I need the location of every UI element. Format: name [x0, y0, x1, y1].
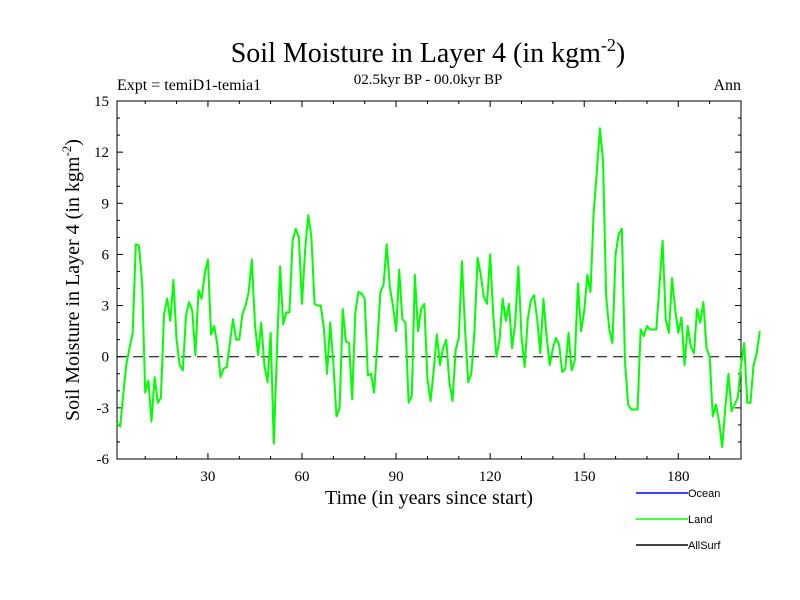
- chart-subtitle: 02.5kyr BP - 00.0kyr BP: [354, 72, 503, 88]
- x-axis: 30 60 90 120 150 180: [144, 101, 711, 485]
- chart-title: Soil Moisture in Layer 4 (in kgm-2): [231, 35, 626, 69]
- y-tick-label: 3: [102, 299, 110, 315]
- legend: Ocean Land AllSurf: [636, 488, 721, 552]
- x-tick-label: 150: [573, 469, 596, 485]
- y-tick-label: 9: [102, 196, 110, 212]
- legend-label-allsurf: AllSurf: [688, 540, 721, 552]
- y-axis-label: Soil Moisture in Layer 4 (in kgm-2): [59, 139, 84, 421]
- plot-frame: [116, 100, 742, 460]
- y-tick-label: 6: [102, 247, 110, 263]
- x-tick-label: 120: [479, 469, 502, 485]
- x-axis-label: Time (in years since start): [325, 487, 533, 509]
- y-tick-label: -3: [97, 401, 110, 417]
- legend-label-ocean: Ocean: [688, 488, 720, 500]
- experiment-label: Expt = temiD1-temia1: [117, 77, 261, 94]
- y-tick-label: 15: [94, 94, 109, 110]
- x-tick-label: 180: [667, 469, 690, 485]
- x-tick-label: 30: [200, 469, 215, 485]
- season-label: Ann: [713, 77, 741, 94]
- series-layer: [116, 127, 761, 449]
- y-tick-label: 12: [94, 145, 109, 161]
- series-line-land: [116, 127, 761, 449]
- y-tick-label: 0: [102, 350, 110, 366]
- y-tick-label: -6: [97, 452, 110, 468]
- x-tick-label: 90: [389, 469, 404, 485]
- x-tick-label: 60: [295, 469, 310, 485]
- legend-label-land: Land: [688, 514, 712, 526]
- y-axis: 15 12 9 6 3 0 -3 -6: [94, 94, 741, 468]
